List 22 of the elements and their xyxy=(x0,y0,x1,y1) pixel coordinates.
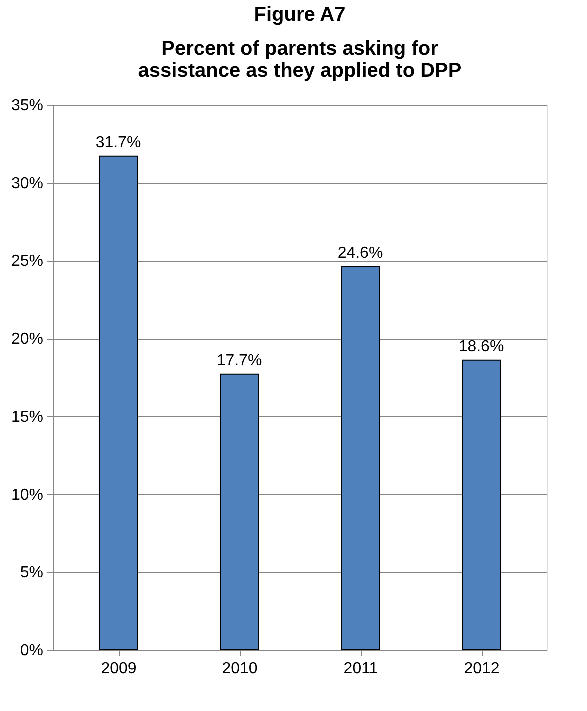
chart-title: Percent of parents asking for assistance as they applied to DPP xyxy=(138,38,462,82)
y-tick-label: 20% xyxy=(11,331,44,348)
x-tick-label: 2012 xyxy=(464,660,500,678)
bar xyxy=(462,360,501,650)
x-tick-label: 2009 xyxy=(101,660,137,678)
bar xyxy=(341,266,380,650)
caption: Figure A7 xyxy=(254,4,346,26)
bar xyxy=(99,156,138,650)
data-label: 17.7% xyxy=(216,352,262,370)
y-tick-label: 5% xyxy=(20,564,44,582)
y-tick-label: 0% xyxy=(20,642,44,660)
x-tick-label: 2010 xyxy=(222,660,258,678)
y-tick-label: 15% xyxy=(11,408,44,426)
data-label: 24.6% xyxy=(338,244,384,262)
data-label: 18.6% xyxy=(458,338,504,356)
y-tick-label: 35% xyxy=(11,98,44,114)
y-tick-label: 10% xyxy=(11,486,44,504)
y-tick-label: 25% xyxy=(11,253,44,270)
data-label: 31.7% xyxy=(96,134,142,152)
x-tick-label: 2011 xyxy=(344,660,378,678)
y-tick-label: 30% xyxy=(11,175,44,192)
bar xyxy=(220,374,259,650)
